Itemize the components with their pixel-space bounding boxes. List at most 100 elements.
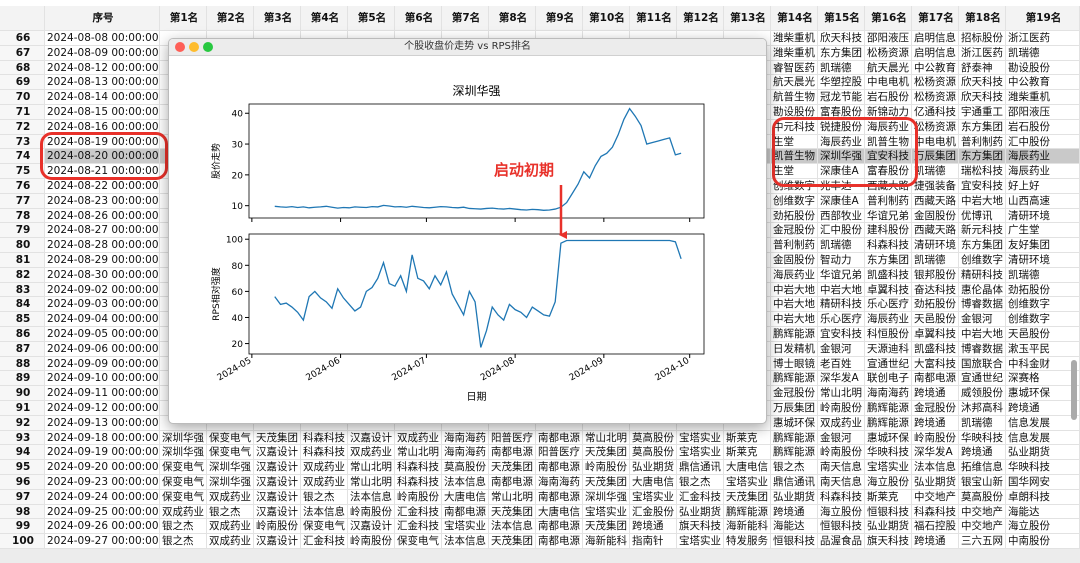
cell: 华塑控股 [818,75,865,91]
cell: 科森科技 [818,489,865,505]
y-axis-label: 股价走势 [210,143,222,179]
x-tick-label: 2024-07 [390,356,428,383]
cell: 西藏天路 [912,193,959,209]
cell: 松杨资源 [865,45,912,61]
cell: 中科金财 [1006,356,1080,372]
cell: 保变电气 [395,534,442,549]
scrollbar[interactable] [1071,360,1077,420]
cell: 常山北明 [583,430,630,446]
cell: 东方集团 [959,149,1006,165]
cell: 常山北明 [818,386,865,401]
cell: 好上好 [1006,179,1080,194]
date-cell: 2024-09-18 00:00:00 [45,430,160,446]
cell: 凯瑞德 [1006,267,1080,283]
date-cell: 2024-09-27 00:00:00 [45,534,160,549]
cell: 保变电气 [301,519,348,535]
cell: 宝塔实业 [865,460,912,475]
close-button[interactable] [175,42,185,52]
cell: 中交地产 [959,519,1006,535]
cell: 欣天科技 [959,75,1006,91]
cell: 汇金科技 [301,534,348,549]
cell: 保变电气 [207,430,254,446]
cell: 中电电机 [865,75,912,91]
cell: 保变电气 [160,460,207,475]
cell: 航普生物 [771,90,818,105]
date-cell: 2024-09-19 00:00:00 [45,445,160,461]
cell: 天茂集团 [254,430,301,446]
date-cell: 2024-08-13 00:00:00 [45,75,160,91]
cell: 汉嘉设计 [254,534,301,549]
cell: 创维数字 [959,253,1006,268]
cell: 科森科技 [301,445,348,461]
y-tick-label: 100 [226,236,243,246]
row-index: 98 [0,504,45,520]
row-index: 75 [0,164,45,179]
cell: 凯普生物 [771,149,818,165]
row-index: 81 [0,253,45,268]
row-index: 88 [0,356,45,372]
row-index: 79 [0,223,45,239]
cell: 惠城环保 [865,430,912,446]
cell: 岭南股份 [818,401,865,416]
header-cell: 第5名 [348,6,395,31]
cell: 深赛格 [1006,371,1080,387]
cell: 南都电源 [489,475,536,490]
cell: 凯瑞德 [912,164,959,179]
cell: 指南针 [630,534,677,549]
cell: 南都电源 [536,534,583,549]
date-cell: 2024-08-14 00:00:00 [45,90,160,105]
cell: 华映科技 [1006,460,1080,475]
cell: 潍柴重机 [771,31,818,46]
cell: 天邑股份 [1006,327,1080,342]
cell: 阳普医疗 [536,445,583,461]
header-cell: 序号 [45,6,160,31]
cell: 海南海药 [442,445,489,461]
cell: 鹏辉能源 [771,327,818,342]
cell: 冠龙节能 [818,90,865,105]
cell: 欣天科技 [959,90,1006,105]
cell: 莫高股份 [442,460,489,475]
header-cell: 第9名 [536,6,583,31]
row-index: 78 [0,208,45,224]
cell: 劲拓股份 [771,208,818,224]
cell: 岩石股份 [865,90,912,105]
row-index: 83 [0,282,45,298]
cell: 中岩大地 [771,282,818,298]
cell: 鼎信通讯 [677,460,724,475]
row-index: 71 [0,105,45,120]
minimize-button[interactable] [189,42,199,52]
row-index: 99 [0,519,45,535]
date-cell: 2024-09-06 00:00:00 [45,341,160,357]
cell: 弘业期货 [865,519,912,535]
cell: 深圳华强 [207,460,254,475]
cell: 航天晨光 [771,75,818,91]
cell: 汇中股份 [818,223,865,239]
cell: 双成药业 [207,534,254,549]
cell: 信息发展 [1006,430,1080,446]
cell: 中公教育 [1006,75,1080,91]
zoom-button[interactable] [203,42,213,52]
row-index: 87 [0,341,45,357]
cell: 锐捷股份 [818,119,865,135]
cell: 宣通世纪 [865,356,912,372]
cell: 金银河 [818,430,865,446]
cell: 国华网安 [1006,475,1080,490]
y-tick-label: 60 [232,288,244,298]
cell: 乐心医疗 [818,312,865,327]
cell: 跨境通 [771,504,818,520]
cell: 生堂 [771,134,818,150]
cell: 旗天科技 [677,519,724,535]
cell: 中岩大地 [959,193,1006,209]
cell: 保变电气 [207,445,254,461]
cell: 生堂 [771,164,818,179]
cell: 宣通世纪 [959,371,1006,387]
cell: 大唐电信 [442,489,489,505]
cell: 捷强装备 [912,179,959,194]
cell: 中南股份 [1006,534,1080,549]
x-axis-label: 日期 [467,391,487,403]
cell: 招标股份 [959,31,1006,46]
cell: 东方集团 [959,238,1006,253]
cell: 海能达 [771,519,818,535]
row-index: 89 [0,371,45,387]
cell: 勘设股份 [1006,60,1080,76]
